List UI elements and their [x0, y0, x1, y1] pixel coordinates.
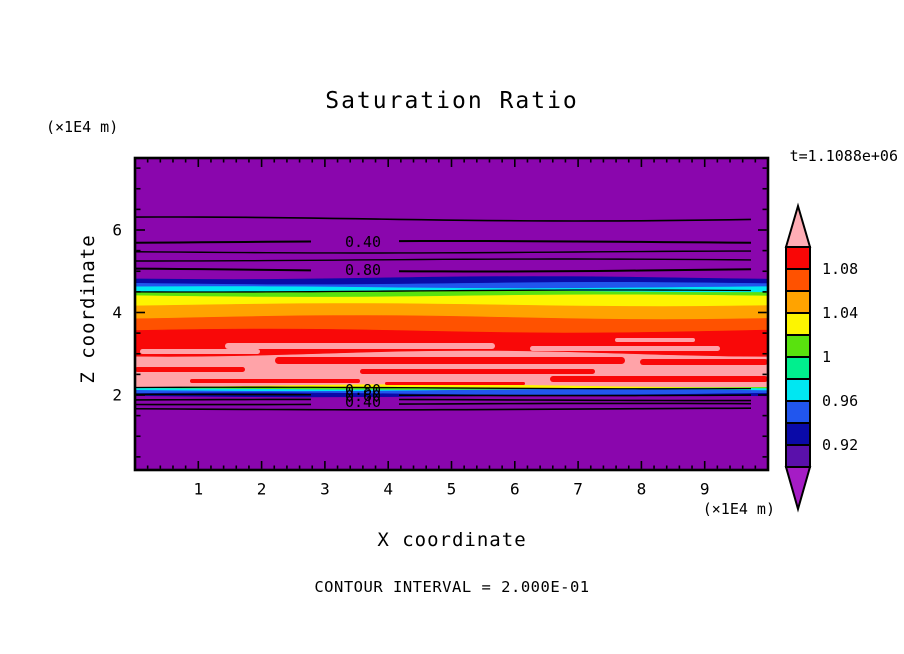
colorbar-label: 0.96 — [822, 392, 858, 410]
y-axis-unit-label: (×1E4 m) — [46, 118, 119, 136]
contour-label: 0.40 — [345, 233, 381, 251]
colorbar-segment — [785, 400, 811, 424]
x-tick-label: 1 — [193, 480, 203, 499]
colorbar-segment — [785, 268, 811, 292]
contour-line — [135, 267, 312, 272]
contour-label: 0.80 — [345, 381, 381, 399]
x-tick-label: 5 — [447, 480, 457, 499]
colorbar-segment — [785, 334, 811, 358]
contour-label: 0.60 — [345, 387, 381, 405]
contour-line — [398, 398, 752, 402]
contour-line — [135, 250, 752, 254]
contour-line — [135, 386, 752, 390]
field-layer: 0.400.800.800.600.40 — [135, 158, 768, 470]
x-tick-label: 7 — [573, 480, 583, 499]
contour-label: 0.40 — [345, 393, 381, 411]
field-streak — [530, 346, 720, 351]
contour-line — [135, 258, 752, 262]
field-streak — [360, 369, 595, 374]
x-axis-unit-label: (×1E4 m) — [702, 500, 775, 518]
time-annotation: t=1.1088e+06 — [789, 147, 898, 165]
colorbar-under-arrow — [784, 466, 812, 513]
colorbar-segment — [785, 246, 811, 270]
colorbar-label: 0.92 — [822, 436, 858, 454]
x-tick-label: 6 — [510, 480, 520, 499]
contour-line — [398, 394, 752, 397]
field-streak — [550, 376, 768, 382]
chart-title: Saturation Ratio — [325, 88, 579, 114]
contour-line — [398, 239, 752, 244]
contour-line — [398, 268, 752, 273]
x-tick-label: 8 — [637, 480, 647, 499]
colorbar: 1.08 1.04 1 0.96 0.92 — [784, 202, 858, 513]
tick-labels: 1 2 3 4 5 6 7 8 9 2 4 6 — [112, 221, 709, 499]
contour-interval-caption: CONTOUR INTERVAL = 2.000E-01 — [314, 578, 590, 596]
colorbar-segment — [785, 422, 811, 446]
contour-line — [135, 407, 752, 411]
band-stripe — [135, 395, 768, 470]
colorbar-over-arrow — [784, 202, 812, 248]
contour-line — [135, 398, 312, 401]
x-axis-title: X coordinate — [377, 529, 527, 551]
x-tick-label: 3 — [320, 480, 330, 499]
field-streak — [640, 359, 768, 365]
colorbar-segment — [785, 290, 811, 314]
x-tick-label: 4 — [383, 480, 393, 499]
y-tick-label: 2 — [112, 386, 122, 405]
colorbar-segment — [785, 356, 811, 380]
colorbar-label: 1.04 — [822, 304, 858, 322]
contour-label: 0.80 — [345, 261, 381, 279]
colorbar-segment — [785, 312, 811, 336]
field-streak — [140, 349, 260, 354]
field-streak — [225, 343, 495, 349]
contour-line — [398, 402, 752, 405]
field-streak — [135, 367, 245, 372]
y-axis-title: Z coordinate — [77, 234, 99, 384]
contour-line — [135, 216, 752, 222]
contour-line — [135, 289, 752, 293]
x-tick-label: 9 — [700, 480, 710, 499]
contour-line — [135, 240, 312, 244]
colorbar-label: 1.08 — [822, 260, 858, 278]
field-streak — [385, 382, 525, 385]
colorbar-segment — [785, 378, 811, 402]
field-streak — [190, 379, 360, 383]
axis-ticks — [136, 159, 767, 469]
x-tick-label: 2 — [257, 480, 267, 499]
plot-frame — [133, 156, 770, 472]
colorbar-label: 1 — [822, 348, 831, 366]
y-tick-label: 6 — [112, 221, 122, 240]
y-tick-label: 4 — [112, 303, 122, 322]
colorbar-segment — [785, 444, 811, 468]
field-streak — [275, 357, 625, 364]
field-streak — [615, 338, 695, 342]
